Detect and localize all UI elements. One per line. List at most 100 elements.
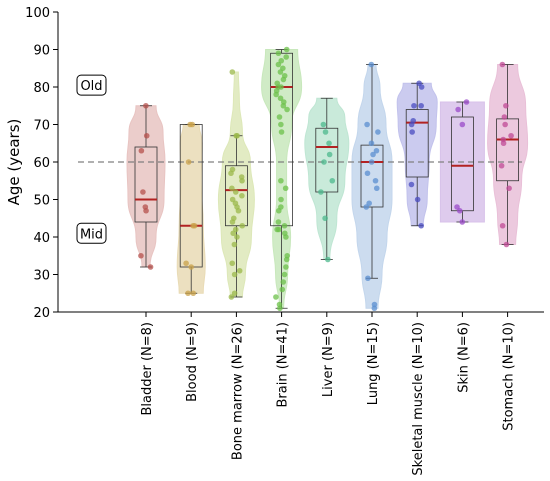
data-point (459, 121, 466, 128)
data-point (329, 177, 336, 184)
y-tick-label: 80 (33, 81, 50, 96)
data-point (276, 226, 282, 233)
data-point (368, 61, 375, 68)
box (496, 118, 520, 182)
data-point (228, 170, 234, 177)
data-point (185, 159, 192, 165)
data-point (455, 106, 461, 113)
data-point (190, 290, 197, 297)
data-point (231, 290, 238, 297)
data-point (456, 207, 463, 214)
data-point (499, 61, 506, 68)
data-point (502, 121, 508, 128)
box (224, 165, 248, 227)
data-point (365, 275, 371, 282)
data-point (371, 305, 378, 312)
data-point (277, 69, 284, 75)
data-point (234, 234, 240, 240)
region-label-box (76, 222, 107, 244)
data-point (229, 219, 236, 225)
data-point (418, 222, 424, 229)
data-point (283, 54, 290, 60)
data-point (275, 50, 282, 57)
y-tick-label: 100 (25, 6, 50, 21)
data-point (459, 219, 466, 225)
data-point (364, 170, 371, 177)
violin-group (126, 48, 529, 309)
data-point (281, 271, 288, 278)
data-point (278, 84, 284, 90)
violin-2 (217, 71, 255, 298)
data-point (276, 114, 283, 120)
data-point (503, 241, 510, 248)
y-tick-label: 90 (33, 44, 50, 59)
data-point (280, 76, 287, 83)
data-point (232, 189, 239, 195)
data-point (372, 177, 379, 184)
region-label: Mid (80, 227, 103, 242)
data-point (370, 151, 376, 158)
data-point (284, 106, 290, 113)
data-point (239, 192, 245, 199)
data-point (275, 61, 282, 68)
data-point (414, 196, 421, 203)
data-point (408, 181, 415, 188)
data-point (143, 132, 150, 139)
y-tick-label: 30 (33, 269, 50, 284)
y-tick-label: 20 (33, 306, 50, 321)
data-point (280, 279, 287, 285)
data-point (408, 121, 415, 128)
data-point (326, 140, 332, 147)
data-point (273, 91, 279, 98)
data-point (506, 185, 512, 192)
data-point (283, 264, 289, 270)
data-point (326, 151, 333, 158)
data-point (322, 215, 328, 222)
y-tick-label: 60 (33, 156, 50, 171)
data-point (275, 219, 282, 225)
data-point (283, 256, 290, 263)
data-point (508, 132, 514, 139)
data-point (143, 102, 149, 109)
data-point (233, 132, 240, 139)
data-point (283, 234, 289, 240)
data-point (229, 260, 236, 267)
y-tick-label: 40 (33, 231, 50, 246)
y-axis-label: Age (years) (5, 119, 23, 206)
data-point (140, 189, 146, 195)
data-point (278, 177, 284, 184)
y-tick-label: 70 (33, 119, 50, 134)
box (134, 146, 158, 223)
data-point (418, 84, 425, 90)
data-point (364, 121, 370, 128)
y-tick-label: 50 (33, 194, 50, 209)
box (405, 109, 429, 178)
data-point (418, 102, 424, 109)
x-tick-label: Bladder (N=8) (140, 322, 155, 416)
data-point (147, 264, 154, 270)
data-point (277, 305, 283, 312)
x-tick-label: Bone marrow (N=26) (230, 322, 245, 460)
points-group (138, 46, 514, 312)
x-tick-label: Blood (N=9) (185, 322, 200, 402)
data-point (281, 222, 288, 229)
data-point (363, 204, 370, 210)
data-point (187, 121, 193, 128)
x-tick-label: Brain (N=41) (276, 322, 291, 408)
data-point (229, 185, 235, 192)
data-point (230, 230, 236, 237)
x-tick-label: Liver (N=9) (321, 322, 336, 397)
axes-group (53, 11, 544, 317)
data-point (231, 241, 238, 248)
data-point (375, 129, 381, 135)
x-tick-label: Skin (N=6) (456, 322, 471, 393)
data-point (498, 162, 505, 169)
data-point (188, 264, 194, 270)
x-tick-label: Skeletal muscle (N=10) (411, 322, 426, 476)
data-point (278, 129, 285, 135)
data-point (322, 129, 329, 135)
data-point (183, 260, 189, 267)
data-point (373, 147, 380, 154)
data-point (190, 222, 196, 229)
